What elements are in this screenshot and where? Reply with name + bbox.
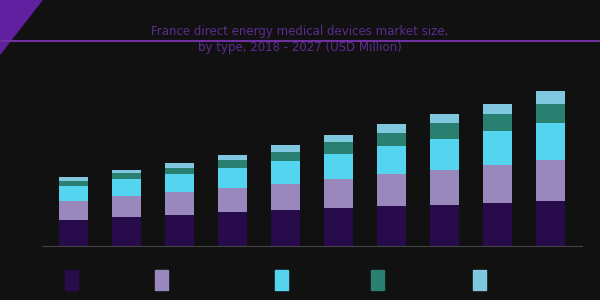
Bar: [59, 181, 88, 186]
Bar: [271, 145, 300, 152]
Bar: [112, 173, 141, 179]
Bar: [377, 124, 406, 133]
Bar: [59, 220, 88, 246]
Bar: [377, 174, 406, 206]
Bar: [271, 184, 300, 210]
Bar: [430, 114, 459, 123]
Bar: [165, 215, 194, 246]
Bar: [377, 206, 406, 246]
Bar: [271, 161, 300, 184]
Bar: [165, 174, 194, 192]
Bar: [324, 179, 353, 208]
Text: France direct energy medical devices market size,
by type, 2018 - 2027 (USD Mill: France direct energy medical devices mar…: [151, 26, 449, 53]
Bar: [324, 135, 353, 142]
Bar: [165, 168, 194, 174]
Bar: [59, 201, 88, 220]
Bar: [112, 196, 141, 217]
Bar: [324, 154, 353, 179]
Bar: [377, 146, 406, 174]
Bar: [324, 208, 353, 246]
Bar: [536, 201, 565, 246]
Bar: [536, 123, 565, 160]
Bar: [59, 177, 88, 181]
Bar: [430, 169, 459, 205]
Bar: [430, 205, 459, 246]
Bar: [483, 131, 512, 165]
Bar: [483, 165, 512, 202]
Bar: [165, 163, 194, 168]
Bar: [430, 139, 459, 169]
Bar: [483, 103, 512, 114]
Bar: [430, 123, 459, 139]
Bar: [536, 92, 565, 104]
Bar: [112, 169, 141, 173]
Bar: [59, 186, 88, 201]
Bar: [112, 179, 141, 196]
Bar: [483, 114, 512, 131]
Bar: [271, 152, 300, 161]
Bar: [536, 103, 565, 123]
Bar: [218, 160, 247, 168]
Bar: [218, 154, 247, 160]
Bar: [218, 168, 247, 188]
Bar: [112, 217, 141, 246]
Bar: [377, 133, 406, 146]
Bar: [324, 142, 353, 154]
Bar: [218, 212, 247, 246]
Bar: [271, 210, 300, 246]
Bar: [536, 160, 565, 201]
Bar: [165, 192, 194, 215]
Bar: [218, 188, 247, 212]
Bar: [483, 202, 512, 246]
